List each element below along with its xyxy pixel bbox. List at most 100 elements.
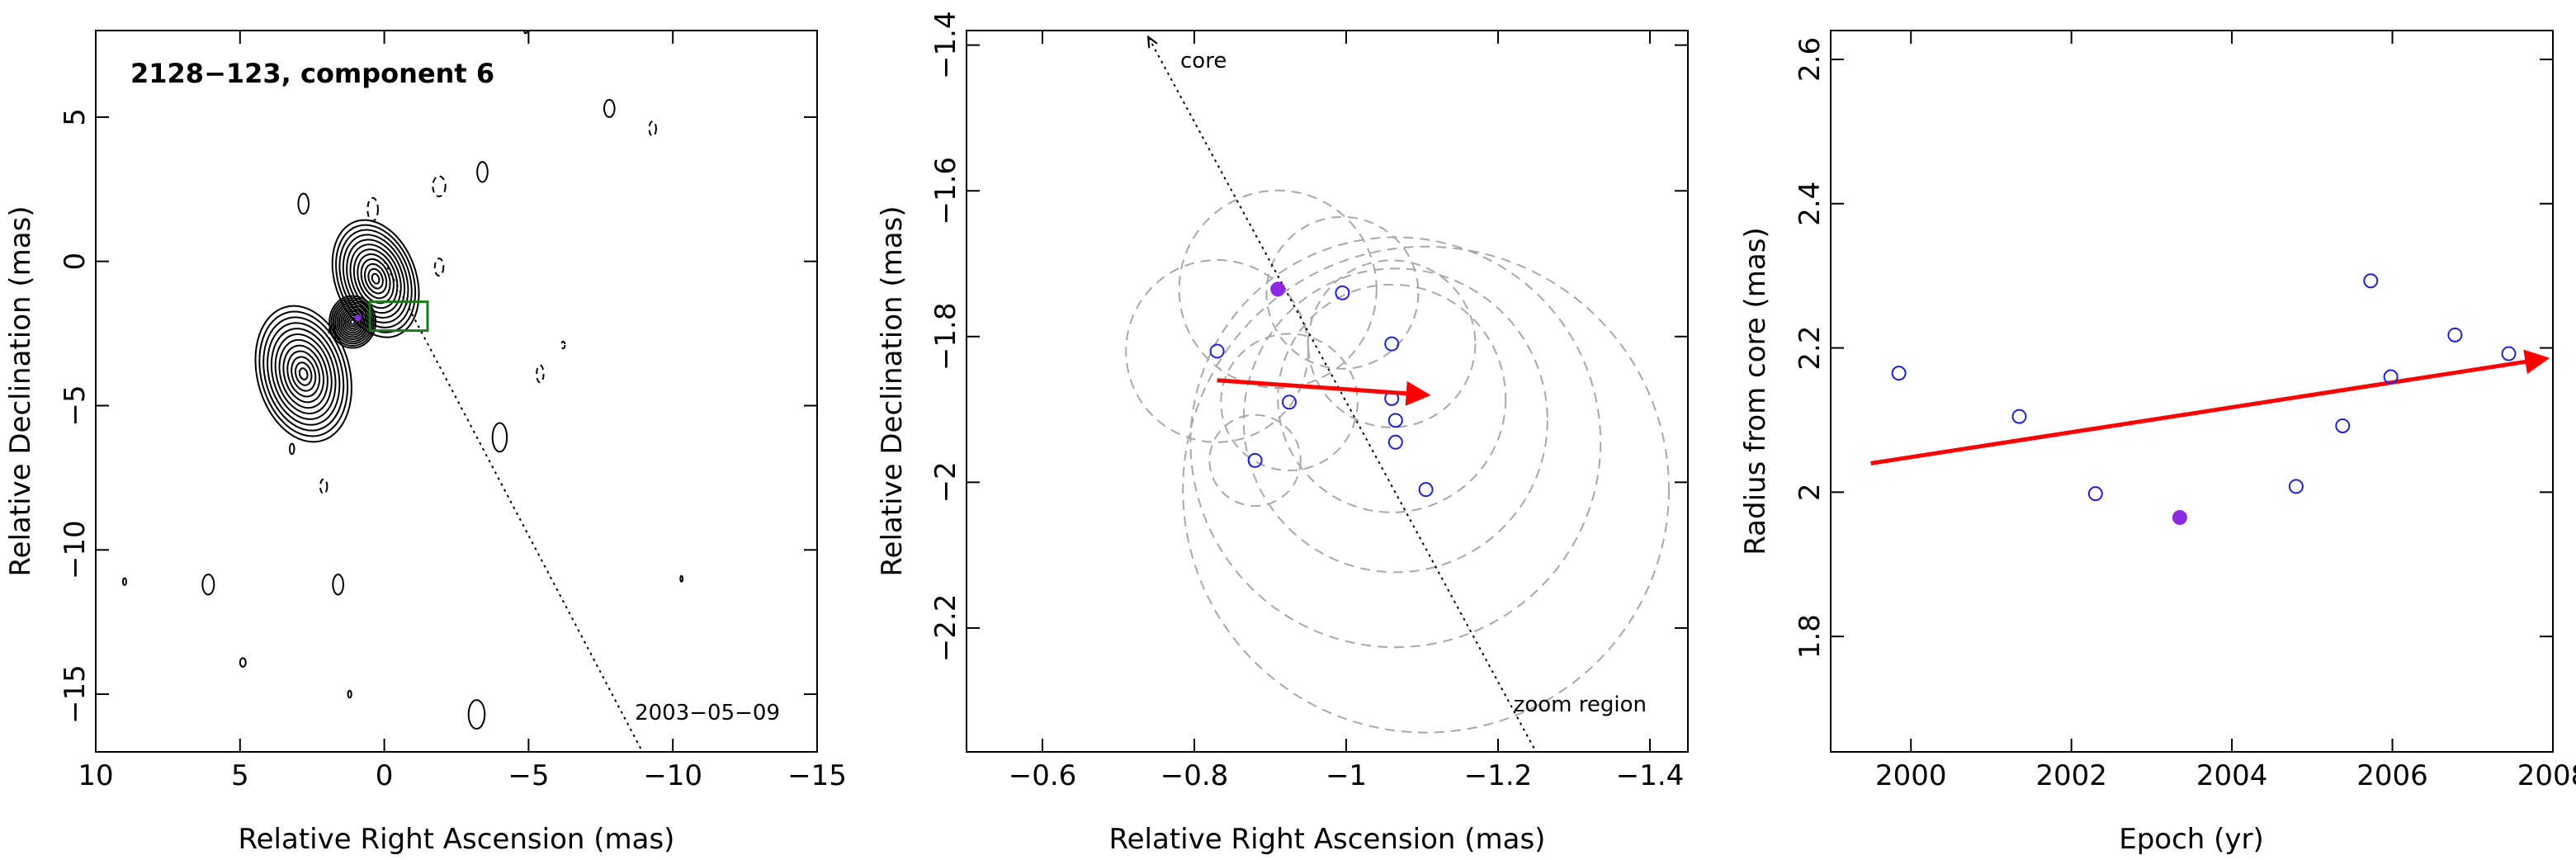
contour-line <box>603 98 616 118</box>
map-y-tick-label: −5 <box>59 385 92 426</box>
zoom-plot-area <box>1125 38 1670 752</box>
radius-x-tick-label: 2006 <box>2356 759 2428 792</box>
map-x-tick-label: −15 <box>787 759 847 792</box>
contour-line <box>270 328 337 420</box>
radius-points <box>1891 273 2517 525</box>
contour-line <box>295 361 313 386</box>
epoch-point <box>2335 418 2351 433</box>
epoch-point <box>1384 336 1400 352</box>
epoch-point <box>2087 486 2103 502</box>
fit-circle <box>1178 189 1378 390</box>
negative-contour <box>366 196 379 222</box>
map-y-tick-label: −15 <box>59 664 92 724</box>
radius-x-axis-label: Epoch (yr) <box>2119 823 2264 856</box>
radius-plot-area <box>1870 273 2550 525</box>
map-y-tick-label: 5 <box>59 108 92 126</box>
map-title: 2128−123, component 6 <box>130 58 494 89</box>
negative-contour <box>328 324 337 343</box>
contour-line <box>298 367 309 380</box>
radius-y-tick-label: 1.8 <box>1794 614 1827 659</box>
radius-velocity-arrow <box>1870 349 2550 465</box>
radius-panel: 2000 2002 2004 2006 2008 1.8 2 2.2 2.4 2.6 Epoch… <box>1739 30 2576 856</box>
map-epoch-label: 2003−05−09 <box>635 701 780 725</box>
zoom-y-tick-label: −1.4 <box>929 11 962 79</box>
epoch-point <box>1335 285 1350 300</box>
fit-circle <box>1220 333 1359 472</box>
zoom-region-label: zoom region <box>1514 692 1647 717</box>
map-component-marker <box>354 314 362 322</box>
fit-circle <box>1242 267 1548 574</box>
fit-circle <box>1189 236 1602 649</box>
negative-contour <box>433 258 445 277</box>
fit-circle <box>1182 245 1670 734</box>
radius-x-ticks: 2000 2002 2004 2006 2008 <box>1875 31 2576 792</box>
map-x-tick-label: 10 <box>78 759 113 792</box>
contour-line <box>330 297 375 347</box>
map-frame <box>95 30 818 753</box>
epoch-point <box>2447 327 2463 343</box>
zoom-y-ticks: −1.4 −1.6 −1.8 −2 −2.2 <box>929 11 1688 662</box>
contour-line <box>331 219 420 338</box>
radius-x-tick-label: 2004 <box>2196 759 2268 792</box>
map-x-tick-label: 0 <box>376 759 394 792</box>
map-y-tick-label: −10 <box>59 520 92 579</box>
current-epoch-point <box>2172 509 2187 525</box>
radius-y-ticks: 1.8 2 2.2 2.4 2.6 <box>1794 37 2553 659</box>
contour-line <box>342 234 409 324</box>
epoch-point <box>2383 369 2399 385</box>
contour-line <box>349 319 356 325</box>
contour-line <box>282 344 324 404</box>
contour-line <box>254 305 352 443</box>
map-y-axis-label: Relative Declination (mas) <box>4 206 37 576</box>
contour-line <box>467 699 486 730</box>
contour-line <box>286 350 321 398</box>
contour-line <box>476 161 489 183</box>
map-x-ticks: 10 5 0 −5 −10 −15 <box>78 31 847 792</box>
epoch-point <box>1247 452 1263 468</box>
zoom-y-tick-label: −2 <box>929 461 962 503</box>
contour-line <box>338 305 367 338</box>
contour-line <box>332 573 344 596</box>
contour-line <box>288 442 295 456</box>
map-x-tick-label: −5 <box>508 759 549 792</box>
contour-line <box>258 310 349 437</box>
map-x-axis-label: Relative Right Ascension (mas) <box>239 823 675 856</box>
zoom-y-tick-label: −1.6 <box>929 157 962 225</box>
radius-y-axis-label: Radius from core (mas) <box>1739 227 1772 555</box>
contour-line <box>371 272 380 285</box>
radius-x-tick-label: 2000 <box>1875 759 1947 792</box>
epoch-point <box>2363 273 2379 289</box>
radius-y-tick-label: 2.4 <box>1794 182 1827 226</box>
contour-line <box>491 422 508 453</box>
epoch-point <box>1418 482 1434 498</box>
epoch-point <box>2501 346 2517 361</box>
contour-line <box>340 308 366 336</box>
contour-line <box>336 304 369 341</box>
zoom-x-tick-label: −0.6 <box>1009 759 1077 792</box>
contour-line <box>267 322 341 426</box>
radius-y-tick-label: 2 <box>1794 484 1827 502</box>
contour-line <box>291 356 317 392</box>
epoch-point <box>2288 479 2304 494</box>
contour-line <box>297 192 310 215</box>
map-position-angle-line <box>383 261 644 752</box>
contour-line <box>239 657 247 668</box>
zoom-x-tick-label: −0.8 <box>1160 759 1229 792</box>
epoch-point <box>2011 409 2027 424</box>
fit-circle <box>1208 413 1302 508</box>
map-contours <box>121 31 684 730</box>
fit-circle <box>1277 283 1507 513</box>
negative-contour <box>560 340 566 350</box>
epoch-point <box>1387 434 1403 450</box>
contour-line <box>346 314 360 329</box>
zoom-points <box>1209 281 1434 498</box>
zoom-frame <box>966 30 1689 753</box>
epoch-point <box>1282 395 1297 410</box>
contour-line <box>278 338 328 409</box>
negative-contour <box>319 478 328 495</box>
zoom-velocity-arrow <box>1217 378 1431 406</box>
zoom-panel: −0.6 −0.8 −1 −1.2 −1.4 −1.4 −1.6 −1.8 −2 −2.2 co… <box>876 11 1689 856</box>
contour-line <box>343 312 362 332</box>
contour-line <box>274 333 333 415</box>
